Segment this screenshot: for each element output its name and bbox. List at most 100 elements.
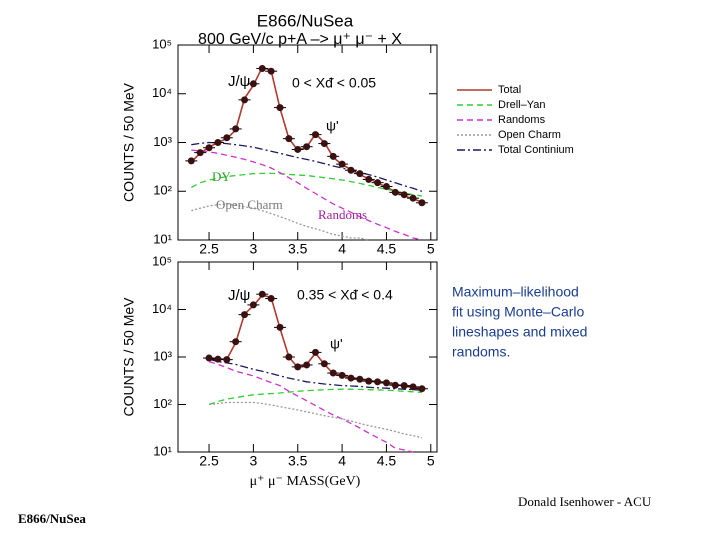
x-tick-label: 2.5 bbox=[199, 241, 219, 257]
data-point bbox=[214, 139, 222, 146]
series-line bbox=[208, 360, 414, 453]
data-point bbox=[249, 301, 257, 309]
data-point bbox=[205, 354, 213, 362]
y-tick-label: 10¹ bbox=[153, 231, 172, 246]
data-point bbox=[232, 125, 240, 133]
annotation: Randoms bbox=[318, 207, 367, 222]
x-tick-label: 3.5 bbox=[288, 241, 308, 257]
data-point bbox=[418, 385, 426, 393]
y-tick-label: 10³ bbox=[153, 134, 172, 149]
x-tick-label: 3 bbox=[249, 241, 257, 257]
data-point bbox=[311, 348, 319, 356]
data-point bbox=[418, 199, 426, 207]
data-point bbox=[258, 64, 266, 72]
data-point bbox=[391, 381, 399, 389]
data-point bbox=[276, 104, 284, 112]
data-point bbox=[311, 131, 319, 139]
data-point bbox=[365, 377, 373, 385]
data-point bbox=[294, 145, 302, 153]
x-axis-label: μ⁺ μ⁻ MASS(GeV) bbox=[250, 474, 361, 489]
series-line bbox=[208, 358, 422, 391]
data-point bbox=[223, 356, 231, 364]
data-point bbox=[347, 166, 355, 174]
y-tick-label: 10⁴ bbox=[152, 301, 172, 316]
data-point bbox=[267, 67, 275, 75]
data-point bbox=[205, 144, 213, 152]
series-line bbox=[191, 203, 369, 241]
annotation: DY bbox=[212, 169, 231, 184]
data-point bbox=[329, 152, 337, 160]
data-point bbox=[329, 369, 337, 377]
x-tick-label: 4 bbox=[338, 241, 346, 257]
data-point bbox=[187, 157, 195, 165]
x-tick-label: 4.5 bbox=[377, 453, 397, 469]
annotation: 0 < Xᵭ < 0.05 bbox=[292, 75, 376, 91]
data-point bbox=[276, 323, 284, 331]
data-point bbox=[320, 360, 328, 368]
data-point bbox=[214, 355, 222, 363]
y-tick-label: 10⁴ bbox=[152, 85, 172, 100]
data-point bbox=[400, 382, 408, 390]
data-point bbox=[338, 160, 346, 168]
annotation: Open Charm bbox=[216, 197, 283, 212]
data-point bbox=[232, 338, 240, 346]
annotation: J/ψ bbox=[228, 287, 250, 304]
data-point bbox=[285, 135, 293, 143]
data-point bbox=[303, 143, 311, 151]
data-point bbox=[258, 290, 266, 298]
y-tick-label: 10³ bbox=[153, 348, 172, 363]
data-point bbox=[338, 371, 346, 379]
data-point bbox=[356, 170, 364, 178]
chart-title: E866/NuSea bbox=[257, 11, 354, 30]
legend-label: Drell–Yan bbox=[498, 99, 546, 111]
y-axis-label: COUNTS / 50 MeV bbox=[121, 82, 137, 202]
note-line: lineshapes and mixed bbox=[452, 324, 587, 340]
series-line bbox=[190, 172, 422, 197]
x-tick-label: 4 bbox=[338, 453, 346, 469]
data-point bbox=[356, 375, 364, 383]
series-line bbox=[191, 149, 423, 241]
data-point bbox=[285, 353, 293, 361]
data-point bbox=[196, 149, 204, 157]
data-point bbox=[347, 374, 355, 382]
y-tick-label: 10⁵ bbox=[152, 36, 172, 51]
data-point bbox=[382, 379, 390, 387]
footer: E866/NuSea bbox=[18, 511, 86, 526]
data-point bbox=[400, 191, 408, 199]
data-point bbox=[223, 134, 231, 142]
data-point bbox=[249, 80, 257, 88]
data-point bbox=[409, 194, 417, 202]
y-axis-label: COUNTS / 50 MeV bbox=[121, 297, 137, 417]
annotation: J/ψ bbox=[228, 73, 250, 90]
x-tick-label: 2.5 bbox=[199, 453, 219, 469]
x-tick-label: 4.5 bbox=[377, 241, 397, 257]
annotation: ψ' bbox=[330, 336, 343, 352]
data-point bbox=[267, 295, 275, 303]
chart-subtitle: 800 GeV/c p+A –> μ⁺ μ⁻ + X bbox=[198, 31, 402, 48]
data-point bbox=[374, 179, 382, 187]
legend-label: Open Charm bbox=[498, 129, 561, 141]
data-point bbox=[374, 378, 382, 386]
note-line: Maximum–likelihood bbox=[452, 284, 579, 300]
data-point bbox=[241, 96, 249, 104]
data-point bbox=[365, 175, 373, 183]
x-tick-label: 3 bbox=[249, 453, 257, 469]
series-line bbox=[208, 401, 423, 439]
note-line: randoms. bbox=[452, 344, 510, 360]
data-point bbox=[382, 183, 390, 191]
legend-label: Total bbox=[498, 84, 521, 96]
y-tick-label: 10¹ bbox=[153, 443, 172, 458]
data-point bbox=[391, 188, 399, 196]
y-tick-label: 10⁵ bbox=[152, 253, 172, 268]
data-point bbox=[241, 311, 249, 319]
x-tick-label: 5 bbox=[427, 453, 435, 469]
legend-label: Total Continium bbox=[498, 144, 574, 156]
x-tick-label: 5 bbox=[427, 241, 435, 257]
annotation: ψ' bbox=[326, 118, 339, 134]
data-point bbox=[409, 383, 417, 391]
y-tick-label: 10² bbox=[153, 183, 172, 198]
annotation: 0.35 < Xᵭ < 0.4 bbox=[297, 287, 393, 303]
data-point bbox=[303, 361, 311, 369]
data-point bbox=[294, 363, 302, 371]
